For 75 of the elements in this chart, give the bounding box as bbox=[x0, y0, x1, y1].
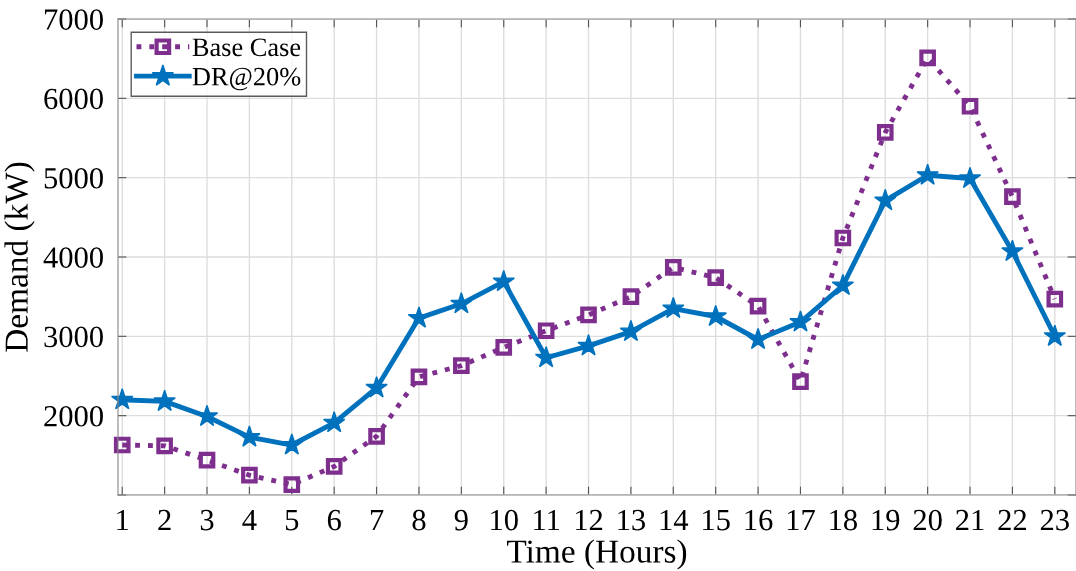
x-tick-label: 14 bbox=[660, 509, 689, 531]
y-axis-title: Demand (kW) bbox=[4, 162, 35, 352]
x-tick-label: 11 bbox=[534, 509, 559, 531]
x-tick-label: 19 bbox=[872, 509, 900, 531]
x-tick-label: 20 bbox=[913, 509, 942, 531]
x-tick-label: 21 bbox=[956, 509, 984, 531]
point bbox=[789, 310, 812, 332]
point bbox=[153, 389, 176, 412]
point bbox=[322, 411, 346, 433]
point bbox=[919, 49, 936, 67]
x-tick-label: 18 bbox=[830, 509, 857, 531]
x-tick-label: 2 bbox=[158, 509, 171, 531]
x-axis-title: Time (Hours) bbox=[507, 539, 687, 570]
x-tick-label: 23 bbox=[1040, 509, 1069, 531]
x-tick-label: 3 bbox=[200, 509, 214, 531]
y-tick-label: 4000 bbox=[43, 247, 103, 268]
point bbox=[492, 269, 516, 292]
point bbox=[1001, 239, 1024, 262]
point bbox=[280, 433, 304, 455]
point bbox=[1043, 324, 1067, 347]
x-tick-label: 16 bbox=[745, 509, 773, 531]
point bbox=[450, 292, 473, 314]
x-tick-label: 10 bbox=[491, 509, 518, 531]
legend-label: DR@20% bbox=[192, 67, 301, 91]
x-tick-label: 13 bbox=[618, 509, 645, 531]
y-tick-label: 3000 bbox=[44, 326, 103, 348]
x-tick-label: 9 bbox=[454, 509, 468, 531]
point bbox=[834, 229, 852, 247]
point bbox=[113, 436, 131, 454]
y-tick-label: 7000 bbox=[45, 9, 103, 30]
point bbox=[664, 258, 682, 276]
x-tick-label: 4 bbox=[242, 509, 257, 531]
point bbox=[746, 327, 770, 350]
point bbox=[749, 297, 767, 315]
x-tick-label: 8 bbox=[412, 509, 426, 531]
point bbox=[580, 306, 597, 324]
x-tick-label: 5 bbox=[285, 510, 299, 531]
point bbox=[537, 322, 555, 340]
y-tick-label: 6000 bbox=[44, 88, 103, 110]
point bbox=[577, 334, 600, 356]
point bbox=[662, 296, 685, 319]
legend-label: Base Case bbox=[192, 38, 301, 57]
point bbox=[198, 451, 216, 469]
point bbox=[365, 376, 388, 398]
point bbox=[283, 476, 301, 494]
point bbox=[707, 269, 725, 286]
point bbox=[495, 339, 513, 356]
point bbox=[325, 458, 343, 475]
point bbox=[1046, 290, 1064, 308]
point bbox=[368, 427, 385, 445]
point bbox=[453, 357, 470, 375]
point bbox=[238, 425, 261, 447]
point bbox=[619, 319, 643, 342]
x-tick-label: 15 bbox=[703, 509, 730, 531]
x-tick-label: 7 bbox=[370, 510, 384, 531]
point bbox=[622, 288, 640, 306]
point bbox=[156, 437, 173, 455]
x-tick-label: 1 bbox=[117, 509, 129, 531]
point bbox=[961, 97, 979, 115]
x-tick-label: 17 bbox=[787, 509, 815, 531]
point bbox=[1004, 188, 1021, 206]
point bbox=[916, 163, 939, 185]
point bbox=[831, 273, 855, 296]
x-tick-label: 6 bbox=[327, 509, 341, 531]
y-tick-label: 2000 bbox=[44, 405, 103, 427]
point bbox=[873, 188, 897, 211]
point bbox=[241, 466, 258, 484]
point bbox=[876, 124, 894, 141]
x-tick-label: 22 bbox=[998, 509, 1027, 531]
point bbox=[792, 373, 809, 390]
point bbox=[704, 304, 727, 327]
point bbox=[958, 166, 982, 189]
x-tick-label: 12 bbox=[575, 509, 603, 531]
point bbox=[410, 368, 428, 386]
y-tick-label: 5000 bbox=[44, 167, 103, 189]
